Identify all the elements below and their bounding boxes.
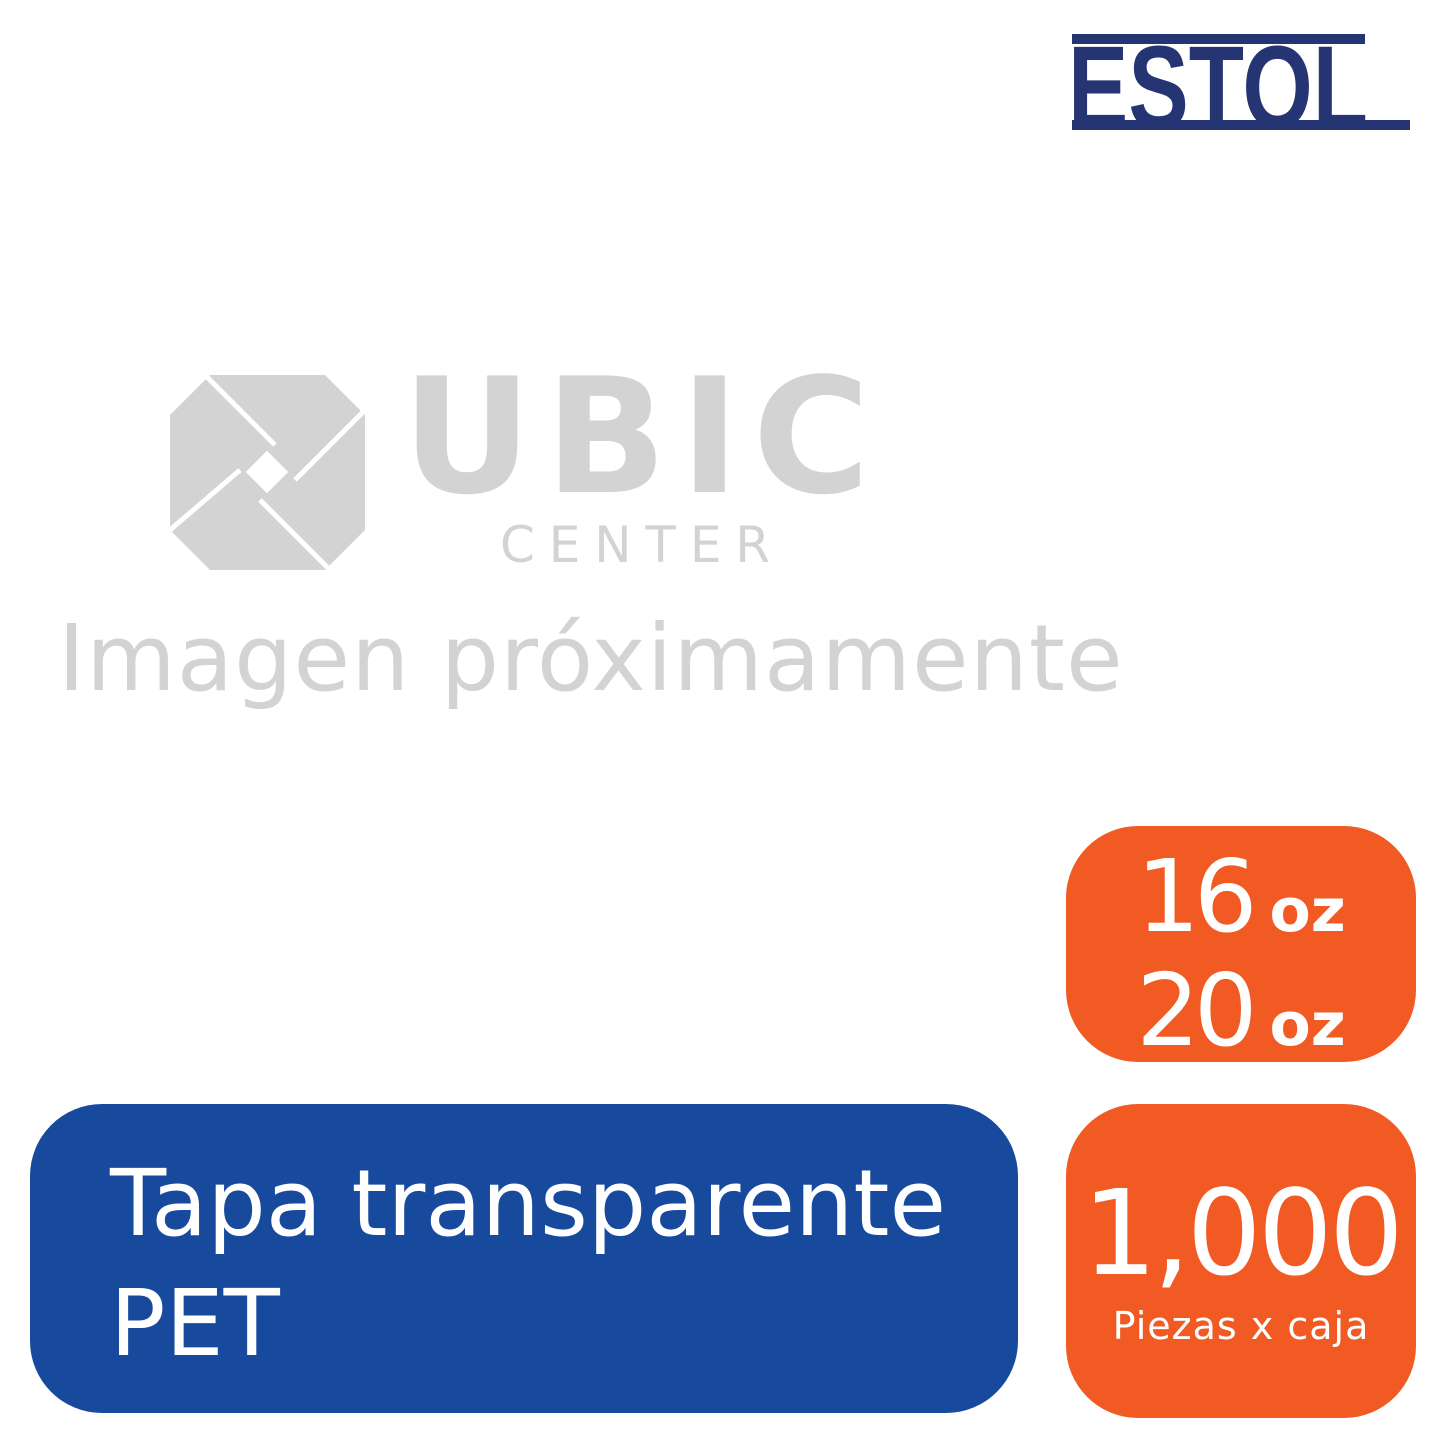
quantity-value: 1,000	[1082, 1164, 1404, 1302]
ubic-title: UBIC	[402, 365, 870, 530]
image-placeholder-text: Imagen próximamente	[58, 605, 1124, 712]
ubic-center-logo: UBIC CENTER	[168, 365, 870, 574]
product-name-line2: PET	[110, 1270, 280, 1377]
quantity-badge: 1,000 Piezas x caja	[1066, 1104, 1416, 1418]
product-name-banner: Tapa transparente PET	[30, 1104, 1018, 1413]
estol-logo: ESTOL	[1068, 22, 1410, 150]
quantity-label: Piezas x caja	[1112, 1304, 1370, 1348]
product-name-line1: Tapa transparente	[110, 1150, 947, 1257]
size-16oz: 16 oz	[1136, 838, 1346, 955]
svg-text:ESTOL: ESTOL	[1068, 22, 1368, 150]
sizes-badge: 16 oz 20 oz	[1066, 826, 1416, 1069]
size-20oz: 20 oz	[1136, 952, 1346, 1069]
